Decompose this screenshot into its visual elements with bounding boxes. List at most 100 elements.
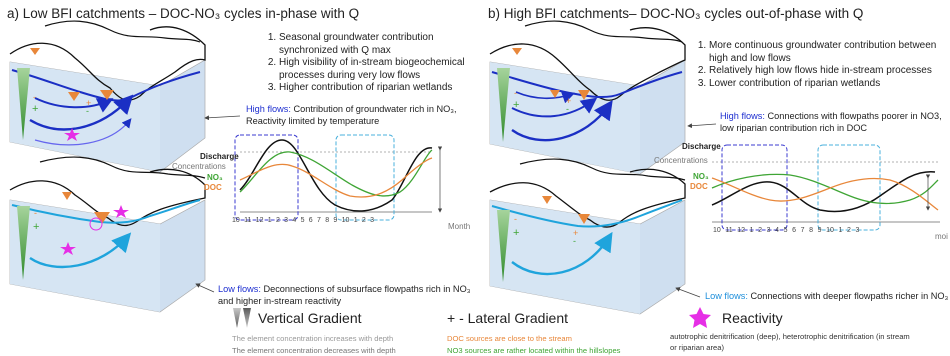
month-tick: 11	[725, 227, 733, 234]
doc-curve	[239, 157, 433, 198]
svg-text:+: +	[573, 228, 578, 238]
high-flows-label: High flows:	[720, 111, 765, 121]
panel-a-title: a) Low BFI catchments – DOC-NO₃ cycles i…	[7, 6, 360, 21]
legend-vertical-line1: The element concentration increases with…	[232, 334, 394, 343]
panel-b-list-item: Relatively high low flows hide in-stream…	[709, 65, 942, 78]
panel-a-low-flows: Low flows: Deconnections of subsurface f…	[218, 284, 473, 307]
vertical-gradient-icon	[233, 308, 241, 328]
panel-a-list-item: Higher contribution of riparian wetlands	[279, 82, 482, 95]
doc-curve	[711, 177, 939, 211]
chart-b-discharge-label: Discharge	[682, 142, 721, 151]
legend-lateral-title: + - Lateral Gradient	[447, 310, 569, 326]
high-flows-text: Contribution of groundwater rich in NO₃,…	[246, 104, 457, 126]
month-tick: 10	[232, 217, 240, 224]
low-flow-period-box	[335, 134, 395, 221]
svg-text:+: +	[513, 227, 519, 239]
legend-vertical-line2: The element concentration decreases with…	[232, 346, 396, 355]
month-tick: 6	[308, 217, 313, 224]
panel-b-low-flows: Low flows: Connections with deeper flowp…	[705, 291, 950, 303]
legend-lateral-line2: NO3 sources are rather located within th…	[447, 346, 621, 355]
reactivity-star-icon	[689, 307, 711, 328]
low-flows-label: Low flows:	[218, 284, 261, 294]
month-tick: 8	[809, 227, 814, 234]
low-flows-text: Deconnections of subsurface flowpaths ri…	[218, 284, 471, 306]
low-flow-period-box	[817, 144, 881, 231]
month-tick: 6	[792, 227, 797, 234]
chart-b-concentrations-label: Concentrations	[654, 156, 708, 165]
pointer-line	[675, 287, 701, 298]
svg-text:+: +	[513, 99, 519, 111]
chart-a-concentrations-label: Concentrations	[172, 162, 226, 171]
svg-text:+: +	[566, 96, 571, 106]
month-tick: 10	[713, 227, 721, 234]
month-tick: 1	[267, 217, 272, 224]
panel-a-list-item: Seasonal groundwater contribution synchr…	[279, 32, 482, 57]
panel-b-list: More continuous groundwater contribution…	[692, 40, 942, 90]
block-a-high-flows: - + + -	[9, 20, 206, 173]
pointer-line	[195, 283, 215, 293]
chart-a-no3-label: NO₃	[207, 173, 223, 182]
block-b-high-flows: - + + -	[489, 20, 686, 175]
month-tick: 2	[361, 217, 366, 224]
vertical-gradient-icon	[243, 308, 251, 328]
chart-a-doc-label: DOC	[204, 183, 222, 192]
svg-text:+: +	[32, 103, 38, 115]
month-tick: 2	[847, 227, 851, 234]
pointer-line	[204, 115, 241, 121]
discharge-curve	[239, 139, 433, 212]
month-tick: 3	[284, 217, 289, 224]
high-flow-period-box	[721, 144, 788, 231]
month-tick: 11	[244, 217, 252, 224]
month-tick: 3	[855, 227, 860, 234]
month-tick: 4	[292, 217, 297, 224]
chart-a-month-ticks: 10 11 12 1 2 3 4 5 6 7 8 9 10 1 2 3	[232, 217, 452, 224]
high-flows-text: Connections with flowpaths poorer in NO3…	[720, 111, 942, 133]
svg-text:-: -	[566, 104, 569, 114]
panel-a-list-item: High visibility of in-stream biogeochemi…	[279, 57, 482, 82]
discharge-curve	[711, 171, 936, 213]
pointer-line	[687, 123, 717, 129]
low-flows-text: Connections with deeper flowpaths richer…	[750, 291, 949, 301]
svg-text:-: -	[514, 88, 517, 98]
chart-b-month-ticks: 10 11 12 1 2 3 4 5 6 7 8 9 10 1 2 3	[713, 227, 928, 234]
panel-b-title: b) High BFI catchments– DOC-NO₃ cycles o…	[488, 6, 864, 21]
legend-reactivity-title: Reactivity	[722, 310, 783, 326]
chart-b-doc-label: DOC	[690, 182, 708, 191]
month-tick: 1	[838, 227, 843, 234]
month-tick: 12	[255, 217, 264, 224]
svg-text:-: -	[514, 214, 517, 224]
block-b-low-flows: - + + -	[489, 158, 686, 315]
panel-a-list: Seasonal groundwater contribution synchr…	[262, 32, 482, 95]
low-flows-label: Low flows:	[705, 291, 748, 301]
no3-curve	[239, 149, 433, 197]
chart-a	[234, 134, 443, 221]
month-tick: 5	[783, 227, 788, 234]
panel-b-list-item: More continuous groundwater contribution…	[709, 40, 942, 65]
month-tick: 7	[316, 217, 321, 224]
month-tick: 1	[749, 227, 754, 234]
chart-a-discharge-label: Discharge	[200, 152, 239, 161]
svg-text:+: +	[33, 221, 39, 233]
month-tick: 10	[826, 227, 834, 234]
month-tick: 4	[775, 227, 780, 234]
panel-a-high-flows: High flows: Contribution of groundwater …	[246, 104, 476, 127]
month-tick: 9	[817, 227, 822, 234]
svg-text:-: -	[34, 208, 37, 218]
high-flows-label: High flows:	[246, 104, 291, 114]
month-tick: 3	[766, 227, 771, 234]
svg-text:-: -	[573, 236, 576, 246]
month-tick: 3	[370, 217, 374, 224]
month-tick: 2	[758, 227, 763, 234]
month-tick: 7	[800, 227, 805, 234]
panel-b-list-item: Lower contribution of riparian wetlands	[709, 78, 942, 91]
month-tick: 9	[333, 217, 338, 224]
chart-b-no3-label: NO₃	[693, 172, 709, 181]
month-tick: 1	[353, 217, 358, 224]
legend-reactivity-line1: autotrophic denitrification (deep), hete…	[670, 332, 910, 352]
month-tick: 8	[325, 217, 330, 224]
month-tick: 12	[737, 227, 746, 234]
month-tick: 10	[341, 217, 350, 224]
month-tick: 5	[300, 217, 305, 224]
month-tick: 2	[275, 217, 280, 224]
